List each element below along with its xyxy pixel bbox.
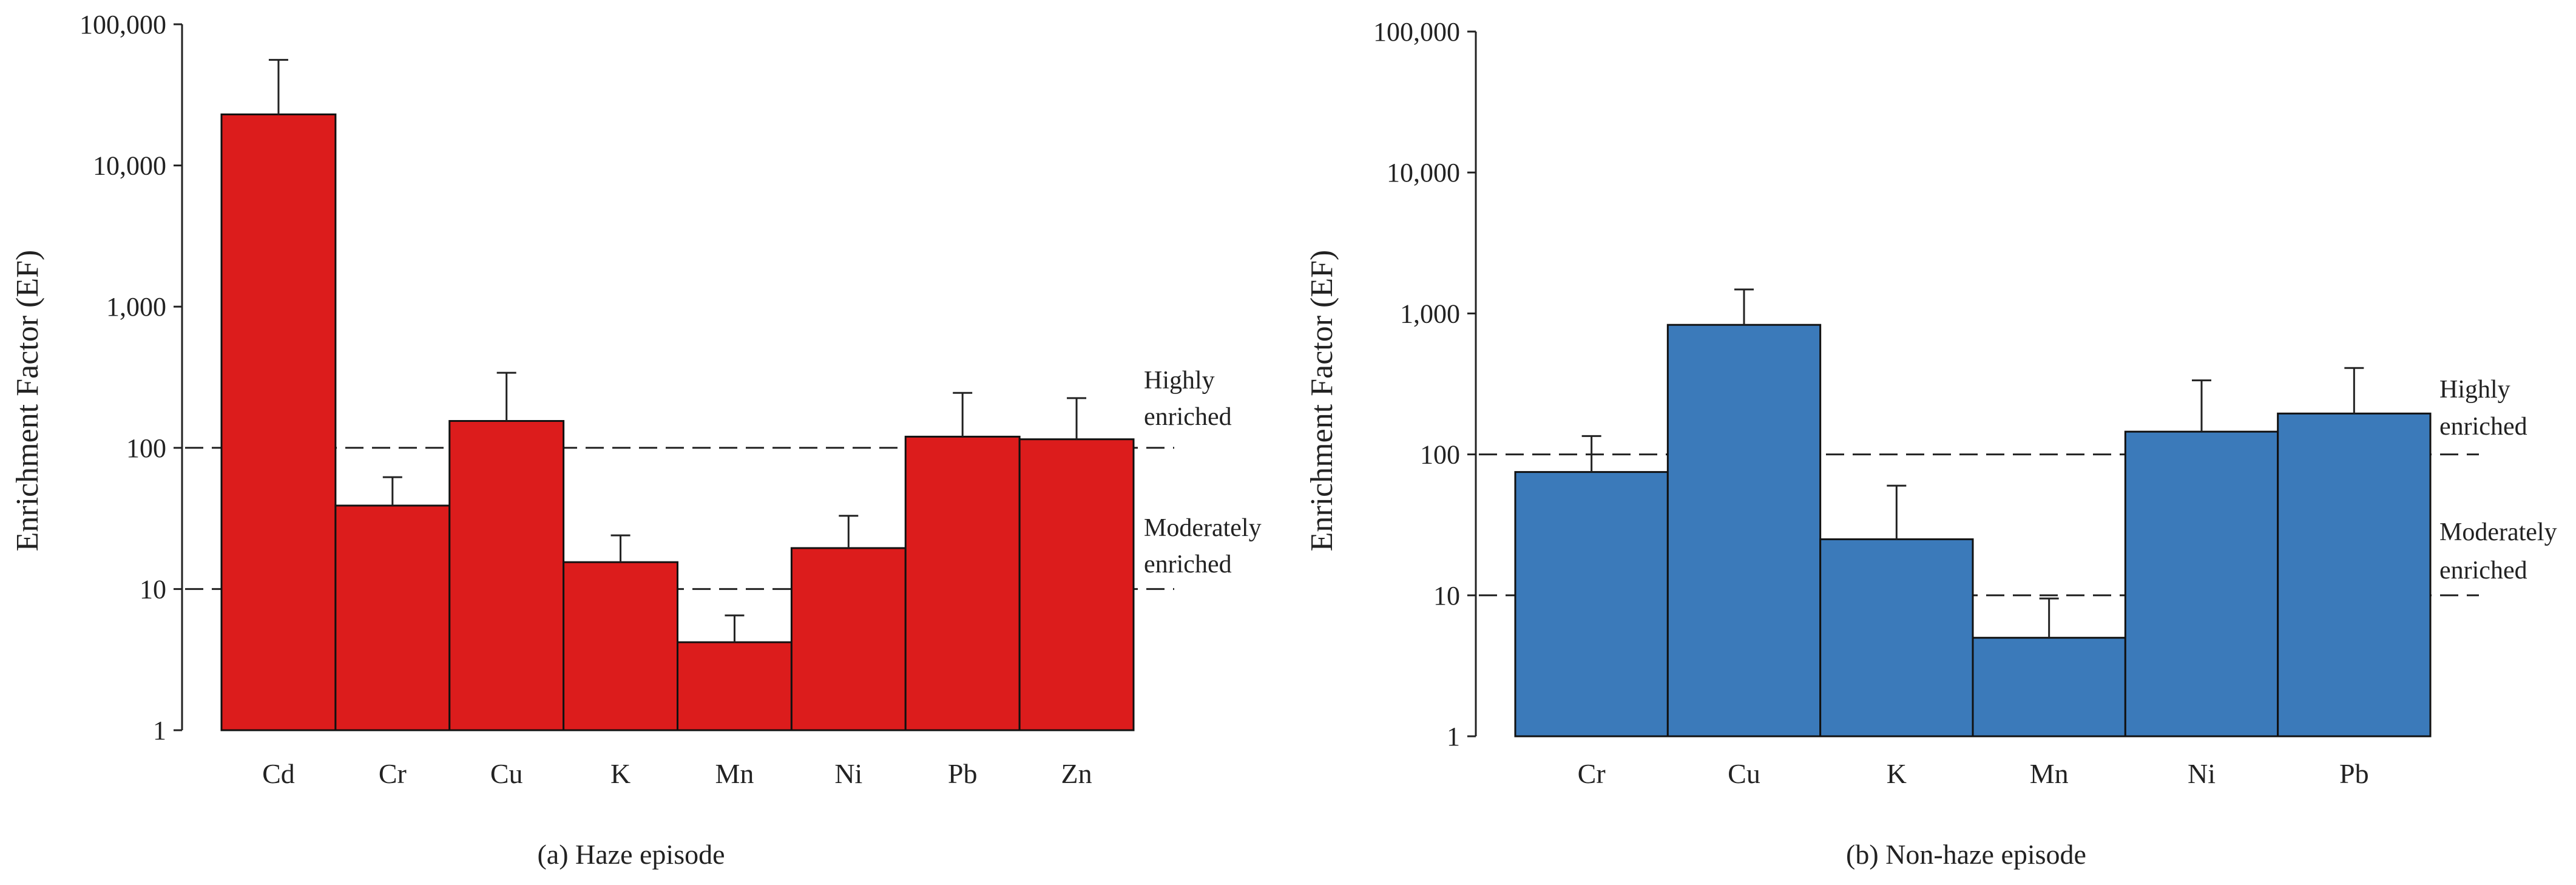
bars (1514, 324, 2432, 738)
y-tick-label: 10,000 (1387, 158, 1460, 188)
error-bars (268, 59, 1087, 643)
bar-cr (1514, 471, 1669, 738)
x-label-cd: Cd (262, 758, 295, 789)
y-tick-label: 1 (1447, 722, 1460, 751)
x-label-ni: Ni (2188, 758, 2216, 789)
bar-mn (1972, 637, 2126, 738)
bar-pb (2277, 412, 2432, 738)
x-labels: Cd Cr Cu K Mn Ni Pb Zn (262, 758, 1092, 789)
y-tick-label: 1,000 (1400, 299, 1460, 328)
panel-non-haze: Enrichment Factor (EF) 1 10 100 1,000 10,000… (1305, 17, 2557, 870)
y-tick-label: 100,000 (1373, 17, 1460, 47)
x-label-cu: Cu (1728, 758, 1760, 789)
x-label-k: K (610, 758, 630, 789)
y-ticks: 1 10 100 1,000 10,000 100,000 (1373, 17, 1476, 751)
y-tick-label: 10,000 (93, 151, 166, 181)
threshold-label: enriched (2439, 557, 2527, 585)
threshold-labels: Highly enriched Moderately enriched (2439, 376, 2557, 585)
bar-k (563, 561, 678, 731)
y-tick-label: 1 (153, 716, 166, 745)
threshold-label: enriched (1144, 403, 1232, 431)
y-axis-title: Enrichment Factor (EF) (1305, 250, 1339, 552)
y-tick-label: 10 (1433, 581, 1460, 611)
threshold-label: enriched (2439, 413, 2527, 441)
bar-cr (334, 504, 451, 731)
bar-zn (1018, 438, 1135, 731)
bar-cu (448, 420, 565, 731)
bar-pb (904, 435, 1021, 731)
x-label-pb: Pb (2339, 758, 2369, 789)
bar-ni (790, 547, 907, 731)
bar-ni (2124, 430, 2279, 738)
threshold-label: enriched (1144, 551, 1232, 578)
x-label-mn: Mn (715, 758, 754, 789)
bar-mn (677, 641, 793, 731)
bar-cd (220, 113, 337, 731)
panel-haze: Enrichment Factor (EF) 1 10 100 1,000 10,000… (10, 10, 1262, 870)
y-tick-label: 100,000 (79, 10, 166, 39)
panel-caption: (b) Non-haze episode (1846, 839, 2086, 870)
x-label-cu: Cu (490, 758, 523, 789)
x-labels: Cr Cu K Mn Ni Pb (1578, 758, 2369, 789)
bar-k (1819, 538, 1974, 738)
y-tick-label: 10 (140, 574, 166, 604)
threshold-label: Moderately (1144, 514, 1262, 542)
error-bars (1581, 288, 2364, 638)
y-tick-label: 100 (126, 433, 166, 463)
threshold-labels: Highly enriched Moderately enriched (1144, 367, 1262, 578)
threshold-label: Highly (1144, 367, 1215, 395)
x-label-cr: Cr (379, 758, 407, 789)
x-label-pb: Pb (948, 758, 978, 789)
x-label-mn: Mn (2030, 758, 2069, 789)
y-axis-title: Enrichment Factor (EF) (10, 250, 45, 552)
bars (220, 113, 1135, 731)
y-ticks: 1 10 100 1,000 10,000 100,000 (79, 10, 182, 745)
threshold-label: Highly (2439, 376, 2510, 404)
x-label-k: K (1887, 758, 1907, 789)
x-label-cr: Cr (1578, 758, 1606, 789)
y-tick-label: 100 (1420, 440, 1460, 470)
threshold-label: Moderately (2439, 518, 2557, 546)
panel-caption: (a) Haze episode (537, 839, 725, 870)
bar-cu (1666, 324, 1822, 738)
x-label-ni: Ni (834, 758, 862, 789)
x-label-zn: Zn (1061, 758, 1092, 789)
y-tick-label: 1,000 (106, 292, 166, 322)
